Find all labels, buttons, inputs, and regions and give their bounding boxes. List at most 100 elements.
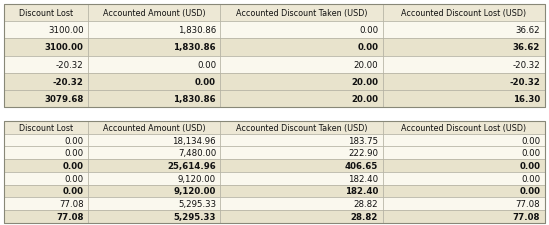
Bar [88,122,221,134]
Text: Accounted Amount (USD): Accounted Amount (USD) [103,123,206,132]
Bar [4,210,88,223]
Text: 222.90: 222.90 [348,149,378,158]
Text: Discount Lost: Discount Lost [19,9,74,18]
Text: 9,120.00: 9,120.00 [178,174,216,183]
Text: 28.82: 28.82 [351,212,378,221]
Bar [383,39,545,56]
Text: 0.00: 0.00 [65,174,84,183]
Text: 1,830.86: 1,830.86 [173,95,216,104]
Bar [88,198,221,210]
Bar [4,91,88,108]
Text: 77.08: 77.08 [513,212,540,221]
Bar [221,198,383,210]
Bar [4,147,88,160]
Bar [383,91,545,108]
Text: 5,295.33: 5,295.33 [173,212,216,221]
Bar [221,185,383,198]
Bar [383,134,545,147]
Bar [383,198,545,210]
Text: 182.40: 182.40 [345,187,378,196]
Bar [88,22,221,39]
Text: 1,830.86: 1,830.86 [173,43,216,52]
Text: 0.00: 0.00 [197,60,216,69]
Text: 182.40: 182.40 [348,174,378,183]
Bar [383,210,545,223]
Bar [4,160,88,172]
Text: Accounted Discount Taken (USD): Accounted Discount Taken (USD) [236,123,367,132]
Bar [88,39,221,56]
Text: 3079.68: 3079.68 [44,95,84,104]
Text: 7,480.00: 7,480.00 [178,149,216,158]
Bar [88,185,221,198]
Bar [221,210,383,223]
Text: 3100.00: 3100.00 [48,26,84,35]
Bar [88,4,221,22]
Bar [4,39,88,56]
Text: 36.62: 36.62 [516,26,540,35]
Text: 0.00: 0.00 [519,161,540,170]
Bar [221,122,383,134]
Text: 18,134.96: 18,134.96 [172,136,216,145]
Text: Accounted Discount Lost (USD): Accounted Discount Lost (USD) [401,9,526,18]
Text: 0.00: 0.00 [65,149,84,158]
Bar [4,4,545,108]
Bar [383,122,545,134]
Text: 0.00: 0.00 [521,149,540,158]
Text: 9,120.00: 9,120.00 [173,187,216,196]
Bar [88,91,221,108]
Text: -20.32: -20.32 [56,60,84,69]
Text: 0.00: 0.00 [357,43,378,52]
Text: -20.32: -20.32 [509,78,540,87]
Text: Accounted Discount Lost (USD): Accounted Discount Lost (USD) [401,123,526,132]
Bar [4,74,88,91]
Bar [221,147,383,160]
Bar [88,74,221,91]
Text: Accounted Discount Taken (USD): Accounted Discount Taken (USD) [236,9,367,18]
Bar [88,56,221,74]
Bar [221,39,383,56]
Bar [383,160,545,172]
Text: 0.00: 0.00 [65,136,84,145]
Text: 0.00: 0.00 [521,136,540,145]
Text: 0.00: 0.00 [63,187,84,196]
Text: 25,614.96: 25,614.96 [167,161,216,170]
Bar [383,56,545,74]
Bar [221,74,383,91]
Bar [88,147,221,160]
Text: 0.00: 0.00 [519,187,540,196]
Text: -20.32: -20.32 [512,60,540,69]
Bar [4,198,88,210]
Text: 0.00: 0.00 [359,26,378,35]
Bar [383,74,545,91]
Bar [221,134,383,147]
Bar [221,172,383,185]
Text: 77.08: 77.08 [516,199,540,208]
Text: -20.32: -20.32 [53,78,84,87]
Text: Discount Lost: Discount Lost [19,123,74,132]
Bar [88,160,221,172]
Text: 36.62: 36.62 [513,43,540,52]
Text: 77.08: 77.08 [59,199,84,208]
Text: 183.75: 183.75 [348,136,378,145]
Bar [383,147,545,160]
Bar [383,4,545,22]
Bar [383,22,545,39]
Text: 28.82: 28.82 [354,199,378,208]
Text: 0.00: 0.00 [521,174,540,183]
Bar [221,160,383,172]
Bar [221,91,383,108]
Text: 16.30: 16.30 [513,95,540,104]
Bar [4,4,88,22]
Text: 20.00: 20.00 [351,95,378,104]
Bar [88,172,221,185]
Text: 77.08: 77.08 [56,212,84,221]
Bar [4,122,545,223]
Bar [4,185,88,198]
Text: 0.00: 0.00 [63,161,84,170]
Text: 20.00: 20.00 [354,60,378,69]
Text: 406.65: 406.65 [345,161,378,170]
Bar [4,22,88,39]
Text: Accounted Amount (USD): Accounted Amount (USD) [103,9,206,18]
Text: 20.00: 20.00 [351,78,378,87]
Bar [88,134,221,147]
